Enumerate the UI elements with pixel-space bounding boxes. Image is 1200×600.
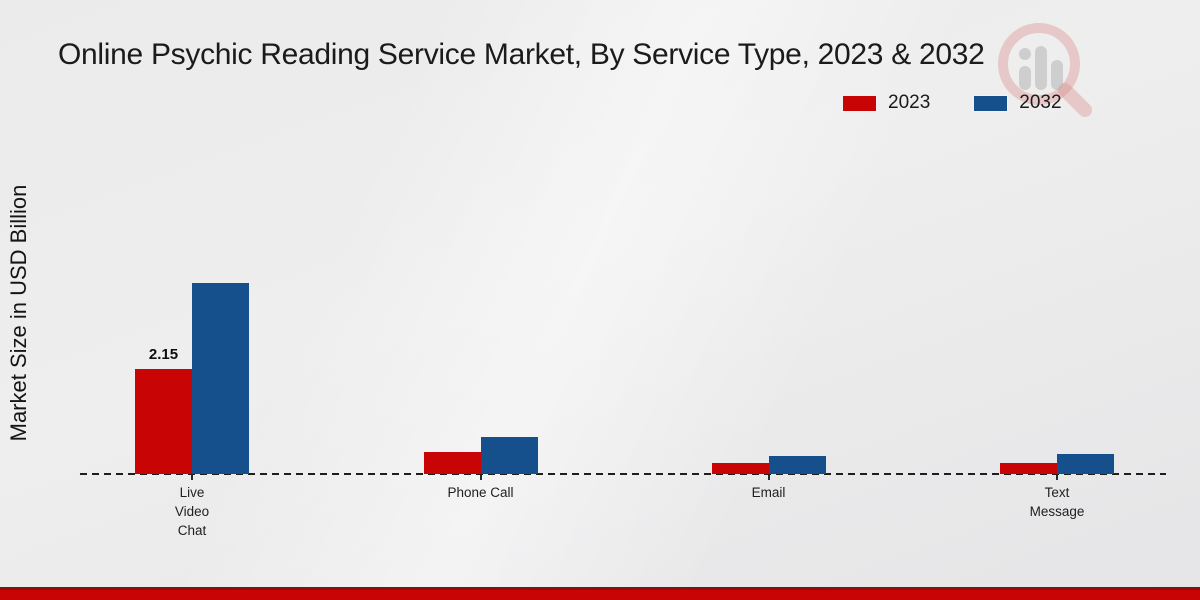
bar-2032-phone-call [480,437,538,474]
bar-2023-phone-call [423,452,481,474]
legend-swatch-2023 [843,95,876,111]
legend-item-2023: 2023 [843,92,930,114]
legend-label-2032: 2032 [1019,92,1062,113]
x-tick-label-email: Email [751,485,786,500]
legend-item-2032: 2032 [974,92,1062,114]
x-tick-label-phone-call: Phone Call [447,485,514,500]
legend-swatch-2032 [974,95,1008,111]
x-axis-tick-email [767,475,770,480]
brand-watermark-logo [998,23,1092,117]
bar-2023-text-message [1000,462,1057,474]
x-axis-tick-phone-call [479,475,482,480]
x-axis-tick-text-message [1056,475,1058,480]
legend-label-2023: 2023 [888,92,931,113]
bar-2032-text-message [1057,454,1114,474]
x-tick-label-text-message: Text Message [1029,485,1085,519]
bar-value-label: 2.15 [148,346,179,364]
bar-2023-live-video-chat [135,369,192,474]
x-tick-label-live-video-chat: Live Video Chat [174,485,210,538]
bar-2023-email [711,462,769,474]
footer-accent-bar [0,587,1200,600]
legend: 2023 2032 [843,92,1062,114]
bar-2032-live-video-chat [192,283,249,474]
x-axis-tick-live-video-chat [191,475,193,480]
zero-baseline [80,473,1166,475]
chart-title: Online Psychic Reading Service Market, B… [58,38,985,71]
bar-2032-email [768,456,826,474]
